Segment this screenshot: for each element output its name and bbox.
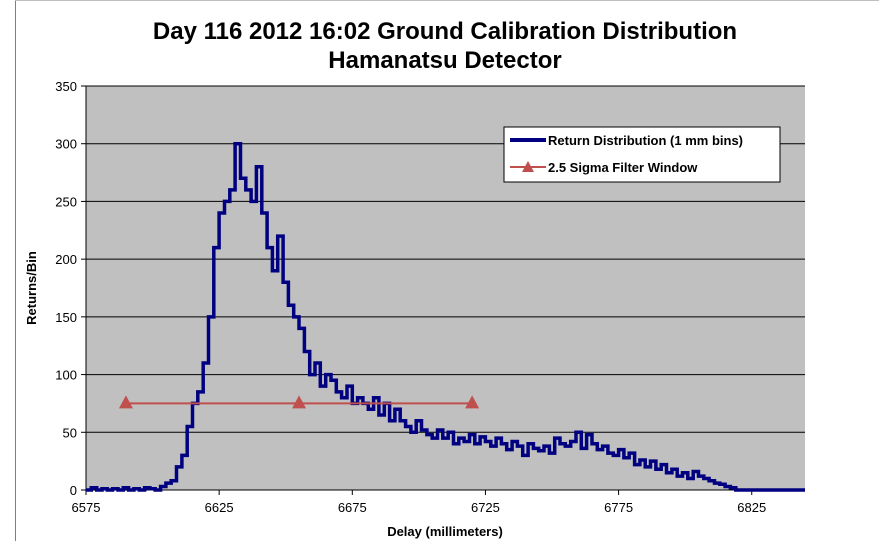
x-tick-label: 6675 [338,500,367,515]
frame-top-border [15,0,879,1]
series-layer [86,141,805,492]
y-tick-label: 50 [63,425,77,440]
x-tick-label: 6725 [471,500,500,515]
x-axis-label: Delay (millimeters) [387,524,503,539]
x-tick-labels: 6575 6625 6675 6725 6775 6825 [72,500,767,515]
y-tick-label: 250 [55,194,77,209]
legend-box [503,126,781,183]
x-tick-label: 6825 [737,500,766,515]
chart-subtitle: Hamanatsu Detector [328,47,561,74]
filter-window-marker [292,395,307,409]
y-tick-label: 100 [55,368,77,383]
filter-window-marker [118,395,133,409]
legend: Return Distribution (1 mm bins) 2.5 Sigm… [503,126,781,183]
gridlines [81,85,805,495]
y-tick-label: 0 [70,483,77,498]
filter-window-marker [465,395,480,409]
distribution-line [86,141,805,492]
x-tick-label: 6625 [205,500,234,515]
series-return-distribution [86,141,805,492]
chart-title: Day 116 2012 16:02 Ground Calibration Di… [153,18,737,45]
x-tick-label: 6575 [72,500,101,515]
y-tick-label: 150 [55,310,77,325]
series-filter-window [118,395,480,409]
y-axis-label: Returns/Bin [24,251,39,325]
legend-label-distribution: Return Distribution (1 mm bins) [548,133,743,148]
frame-left-border [15,0,16,541]
y-tick-labels: 0 50 100 150 200 250 300 350 [55,79,77,498]
y-tick-label: 300 [55,137,77,152]
legend-label-filter-window: 2.5 Sigma Filter Window [548,160,698,175]
y-tick-label: 350 [55,79,77,94]
y-tick-label: 200 [55,252,77,267]
axes [85,86,805,491]
x-tick-label: 6775 [604,500,633,515]
legend-marker-filter-window [522,161,534,172]
